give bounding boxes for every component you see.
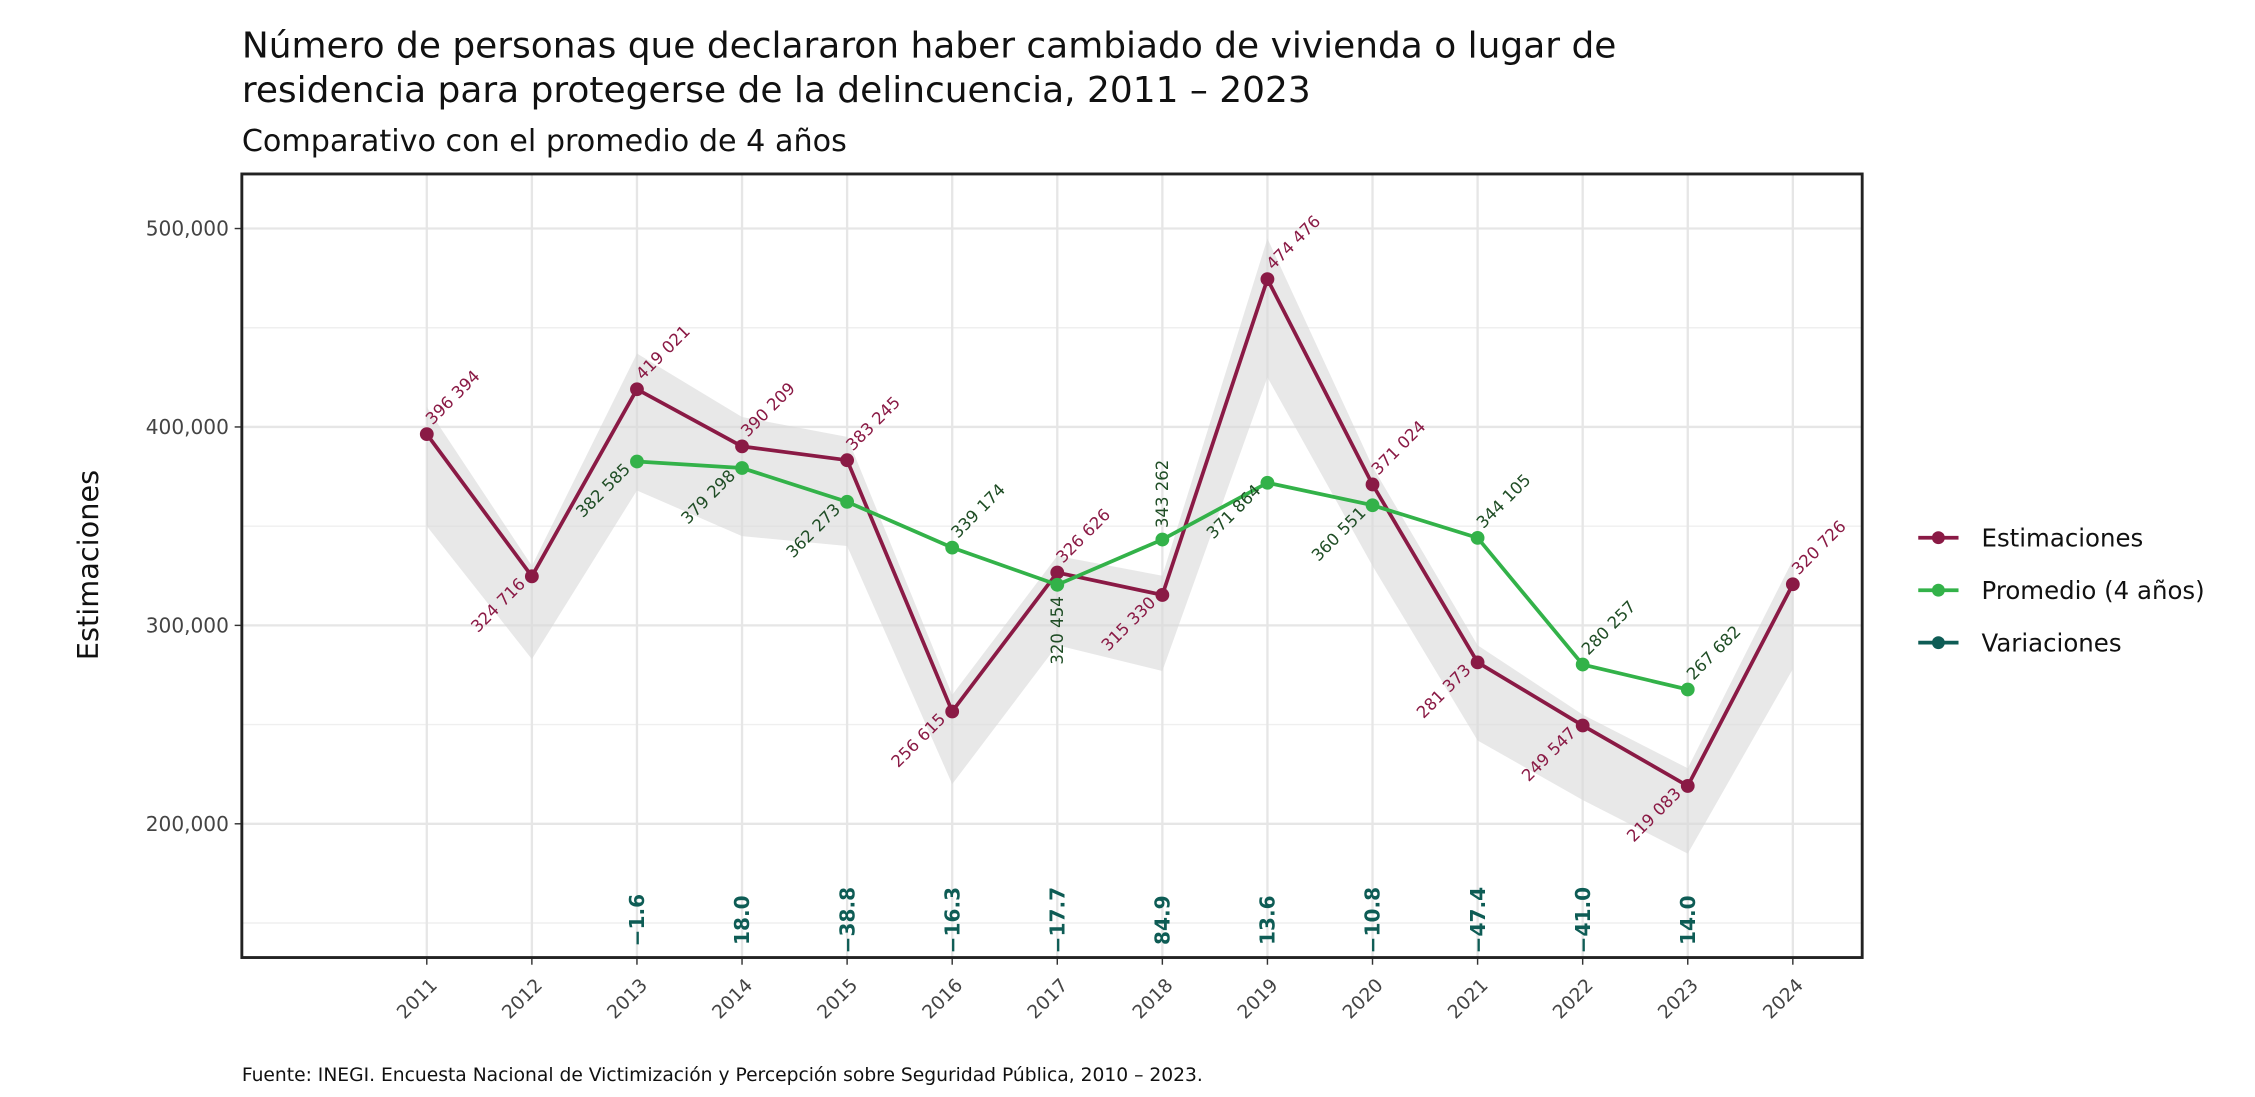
data-label: 383 245 <box>842 393 904 455</box>
data-point <box>1470 530 1485 545</box>
data-point <box>1785 577 1800 592</box>
legend-dot <box>1931 636 1945 650</box>
y-tick-label: 200,000 <box>146 812 229 836</box>
variation-label: −47.4 <box>1466 887 1490 953</box>
variation-label: −16.3 <box>940 887 964 953</box>
data-label: 280 257 <box>1578 597 1640 659</box>
variation-label: 13.6 <box>1256 895 1280 945</box>
x-tick-label: 2018 <box>1129 975 1177 1023</box>
x-tick-label: 2020 <box>1339 975 1387 1023</box>
y-axis-label: Estimaciones <box>71 470 105 660</box>
variation-label: 18.0 <box>730 895 754 945</box>
data-label: 344 105 <box>1473 470 1535 532</box>
data-label: 320 454 <box>1048 596 1067 664</box>
data-label: 339 174 <box>947 480 1009 542</box>
data-point <box>1575 718 1590 733</box>
x-tick-label: 2011 <box>393 975 441 1023</box>
data-label: 326 626 <box>1052 505 1114 567</box>
x-tick-label: 2024 <box>1759 975 1807 1023</box>
variation-label: 84.9 <box>1151 895 1175 945</box>
data-point <box>840 494 855 509</box>
legend-label: Promedio (4 años) <box>1982 576 2205 605</box>
x-tick-label: 2021 <box>1444 975 1492 1023</box>
chart-title: Número de personas que declararon haber … <box>242 26 1617 112</box>
series-line <box>425 274 1795 789</box>
data-point <box>1680 779 1695 793</box>
variation-label: −38.8 <box>835 887 859 953</box>
legend-label: Estimaciones <box>1982 523 2144 552</box>
legend-label: Variaciones <box>1982 628 2122 657</box>
x-tick-label: 2017 <box>1024 975 1072 1023</box>
y-tick-label: 300,000 <box>146 614 229 638</box>
data-point <box>630 454 644 469</box>
y-tick-label: 400,000 <box>146 415 229 439</box>
variation-label: −1.6 <box>625 894 649 946</box>
x-tick-label: 2014 <box>709 975 757 1023</box>
x-tick-label: 2013 <box>604 975 652 1023</box>
x-tick-label: 2022 <box>1549 975 1597 1023</box>
data-point <box>1365 498 1380 513</box>
chart-subtitle: Comparativo con el promedio de 4 años <box>242 124 847 159</box>
data-point <box>419 427 434 442</box>
variation-label: −10.8 <box>1361 887 1385 953</box>
x-tick-label: 2012 <box>498 975 546 1023</box>
data-point <box>840 453 855 468</box>
x-tick-label: 2019 <box>1234 975 1282 1023</box>
data-point <box>524 569 539 584</box>
x-tick-label: 2023 <box>1654 975 1702 1023</box>
data-point <box>1365 477 1380 492</box>
data-label: 343 262 <box>1153 460 1172 528</box>
data-point <box>945 540 960 555</box>
variation-label: 14.0 <box>1676 895 1700 945</box>
plot-frame <box>240 172 1864 959</box>
variation-label: −41.0 <box>1571 887 1595 953</box>
variation-label: −17.7 <box>1045 887 1069 953</box>
data-label: 474 476 <box>1263 212 1325 274</box>
y-tick-label: 500,000 <box>146 217 229 241</box>
data-point <box>1470 655 1485 670</box>
data-point <box>1050 565 1065 580</box>
source-note: Fuente: INEGI. Encuesta Nacional de Vict… <box>242 1065 1203 1086</box>
data-point <box>735 461 749 475</box>
data-point <box>1050 577 1065 592</box>
data-point <box>1260 272 1275 287</box>
data-point <box>1155 588 1170 602</box>
data-point <box>630 382 644 397</box>
data-point <box>1155 532 1170 547</box>
data-point <box>1575 657 1590 672</box>
data-point <box>1680 682 1695 697</box>
legend-dot <box>1931 531 1945 545</box>
data-point <box>735 439 749 454</box>
data-label: 396 394 <box>422 367 484 429</box>
data-point <box>1260 475 1275 490</box>
x-tick-label: 2015 <box>814 975 862 1023</box>
confidence-band <box>426 238 1793 854</box>
legend-dot <box>1931 583 1945 597</box>
x-tick-label: 2016 <box>919 975 967 1023</box>
data-point <box>945 704 960 719</box>
